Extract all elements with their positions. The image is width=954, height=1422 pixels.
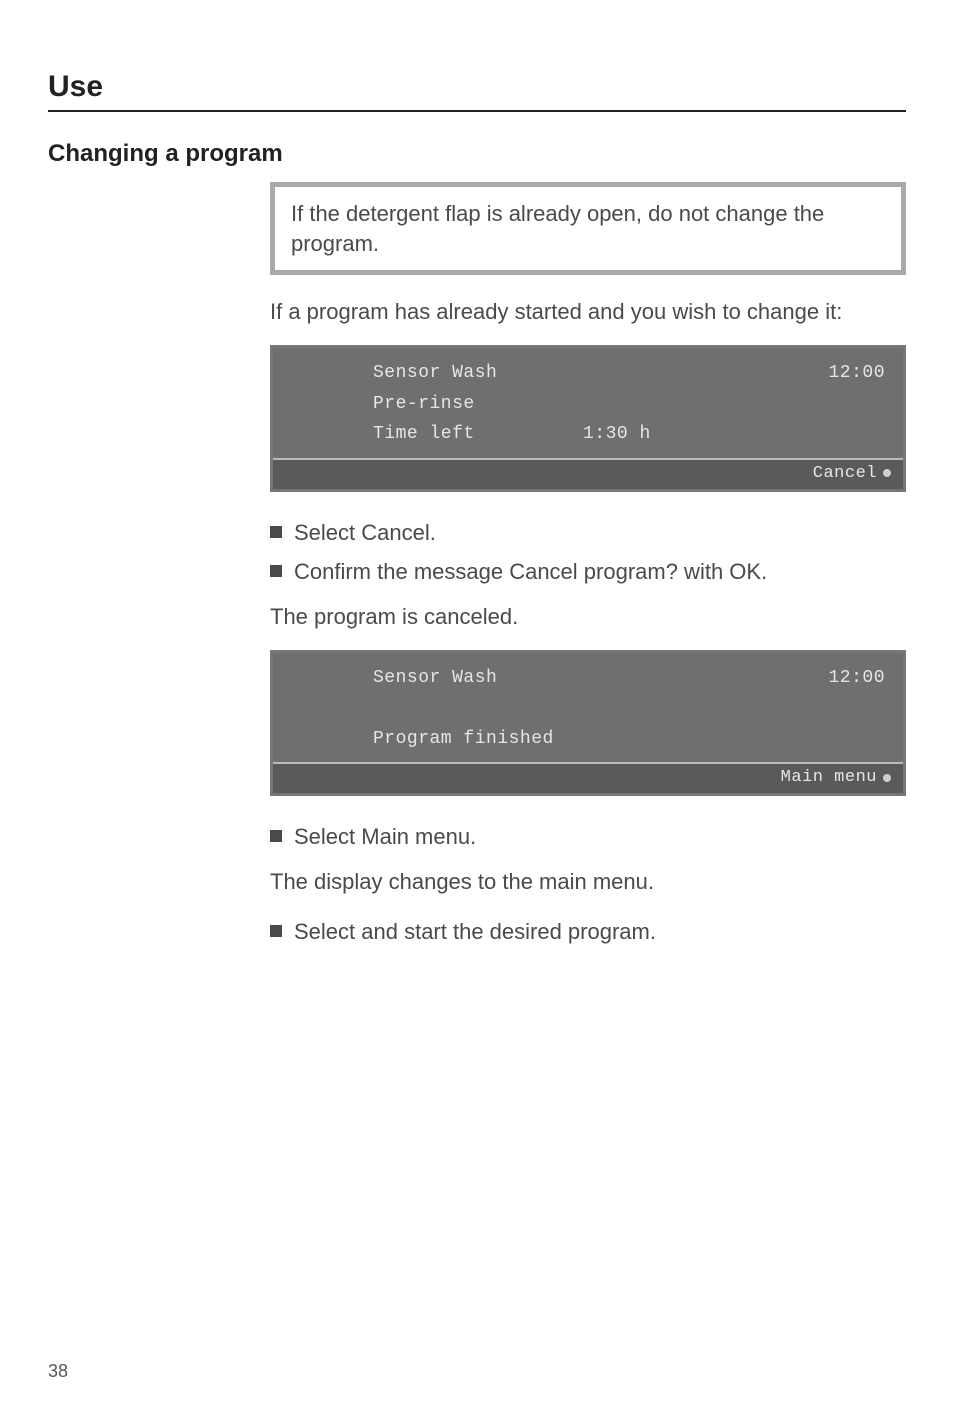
section-title: Use	[48, 70, 954, 104]
display-row: Pre-rinse	[373, 389, 889, 420]
step-item: Select Cancel.	[270, 516, 906, 549]
softkey-dot-icon	[883, 774, 891, 782]
step-text: Confirm the message Cancel program? with…	[294, 559, 767, 584]
spacer	[583, 358, 828, 389]
step-item: Confirm the message Cancel program? with…	[270, 555, 906, 588]
step-list: Select and start the desired program.	[270, 915, 906, 948]
mid-text: The program is canceled.	[270, 602, 906, 632]
step-text: Select Cancel.	[294, 520, 436, 545]
time-left-label: Time left	[373, 419, 583, 450]
display-row: Program finished	[373, 724, 889, 755]
page-number: 38	[48, 1361, 68, 1382]
program-finished-label: Program finished	[373, 724, 554, 755]
softkey-dot-icon	[883, 469, 891, 477]
step-list: Select Main menu.	[270, 820, 906, 853]
step-text: Select and start the desired program.	[294, 919, 656, 944]
clock-time: 12:00	[828, 358, 889, 389]
page: Use Changing a program If the detergent …	[0, 70, 954, 1422]
display-body: Sensor Wash 12:00 Program finished	[273, 653, 903, 763]
display-softkey-bar: Main menu	[273, 764, 903, 793]
display-body: Sensor Wash 12:00 Pre-rinse Time left 1:…	[273, 348, 903, 458]
display-panel-finished: Sensor Wash 12:00 Program finished Main …	[270, 650, 906, 797]
main-menu-softkey[interactable]: Main menu	[781, 768, 891, 787]
display-row: Time left 1:30 h	[373, 419, 889, 450]
note-text: If the detergent flap is already open, d…	[291, 201, 824, 256]
note-box: If the detergent flap is already open, d…	[270, 182, 906, 275]
display-panel-running: Sensor Wash 12:00 Pre-rinse Time left 1:…	[270, 345, 906, 492]
time-left-value: 1:30 h	[583, 419, 733, 450]
step-text: Select Main menu.	[294, 824, 476, 849]
subsection-title: Changing a program	[48, 140, 954, 168]
step-item: Select and start the desired program.	[270, 915, 906, 948]
display-softkey-bar: Cancel	[273, 460, 903, 489]
program-name: Sensor Wash	[373, 663, 583, 694]
step-list: Select Cancel. Confirm the message Cance…	[270, 516, 906, 588]
program-name: Sensor Wash	[373, 358, 583, 389]
post-text: The display changes to the main menu.	[270, 867, 906, 897]
blank-line	[373, 693, 583, 724]
phase-name: Pre-rinse	[373, 389, 583, 420]
cancel-softkey[interactable]: Cancel	[813, 464, 891, 483]
step-item: Select Main menu.	[270, 820, 906, 853]
intro-text: If a program has already started and you…	[270, 297, 906, 327]
main-menu-label: Main menu	[781, 768, 877, 787]
spacer	[583, 663, 828, 694]
cancel-label: Cancel	[813, 464, 877, 483]
section-rule	[48, 110, 906, 112]
display-row: Sensor Wash 12:00	[373, 663, 889, 694]
clock-time: 12:00	[828, 663, 889, 694]
content-column: If the detergent flap is already open, d…	[270, 182, 906, 948]
display-row	[373, 693, 889, 724]
display-row: Sensor Wash 12:00	[373, 358, 889, 389]
